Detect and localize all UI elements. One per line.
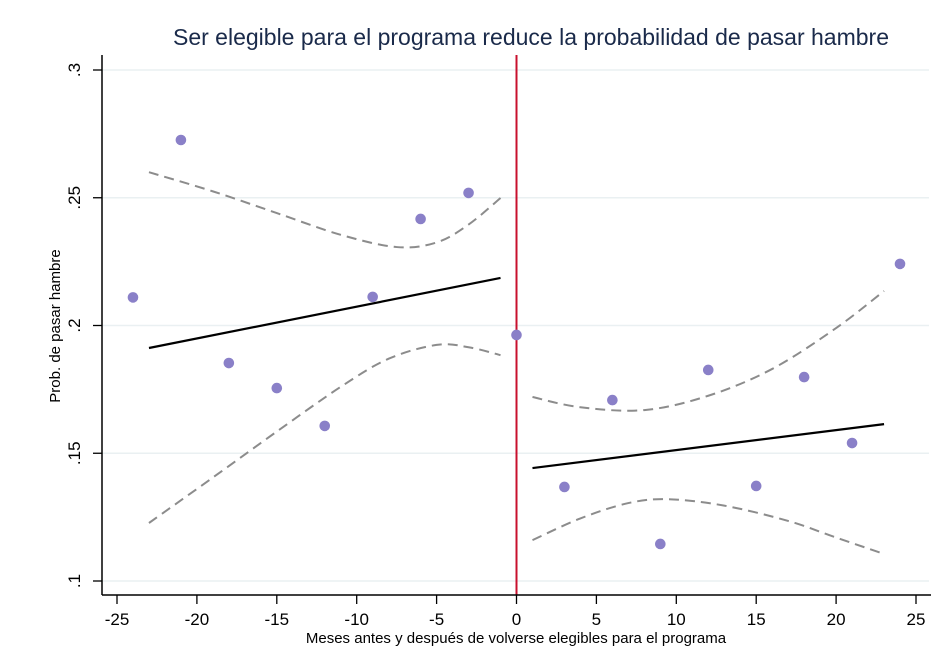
data-point (511, 329, 522, 341)
y-tick-label: .25 (65, 186, 84, 210)
data-point (702, 364, 714, 376)
data-point (463, 187, 474, 199)
y-tick-label: .15 (65, 441, 84, 465)
y-axis-ticks: .1 .15 .2 .25 .3 (65, 63, 102, 588)
y-tick-label: .1 (65, 574, 84, 588)
confidence-bands (148, 171, 885, 555)
x-tick-label: -10 (344, 610, 369, 629)
data-point (655, 538, 666, 550)
x-tick-label: 15 (747, 610, 766, 629)
y-axis-title: Prob. de pasar hambre (47, 249, 64, 402)
fit-right-line (532, 423, 885, 470)
x-tick-label: -25 (105, 610, 130, 629)
data-point (607, 394, 618, 406)
data-point (127, 292, 139, 303)
data-point (271, 382, 283, 394)
x-tick-label: -20 (185, 610, 210, 629)
chart-title: Ser elegible para el programa reduce la … (173, 24, 889, 50)
ci-lower-right-line (532, 498, 885, 555)
x-tick-label: 25 (907, 610, 926, 629)
data-point (367, 291, 378, 303)
y-tick-label: .3 (65, 63, 84, 77)
data-point (798, 371, 810, 383)
data-point (175, 134, 187, 146)
y-tick-label: .2 (65, 318, 84, 332)
x-tick-label: 20 (827, 610, 846, 629)
ci-upper-right-line (532, 290, 885, 412)
x-tick-label: 5 (592, 610, 601, 629)
data-point (750, 480, 762, 492)
fit-lines (148, 276, 885, 470)
data-point (894, 258, 906, 270)
data-point (223, 357, 235, 369)
x-axis-ticks: -25 -20 -15 -10 -5 0 5 10 15 20 25 (105, 595, 926, 629)
ci-lower-left-line (148, 343, 501, 524)
ci-upper-left-line (148, 171, 502, 249)
data-point (559, 481, 570, 493)
x-tick-label: 0 (512, 610, 521, 629)
x-tick-label: -5 (429, 610, 444, 629)
data-points (127, 134, 906, 550)
x-axis-title: Meses antes y después de volverse elegib… (306, 630, 727, 647)
x-tick-label: -15 (265, 610, 290, 629)
x-tick-label: 10 (667, 610, 686, 629)
data-point (846, 437, 858, 449)
data-point (319, 420, 331, 432)
data-point (415, 213, 426, 225)
fit-left-line (148, 276, 501, 350)
